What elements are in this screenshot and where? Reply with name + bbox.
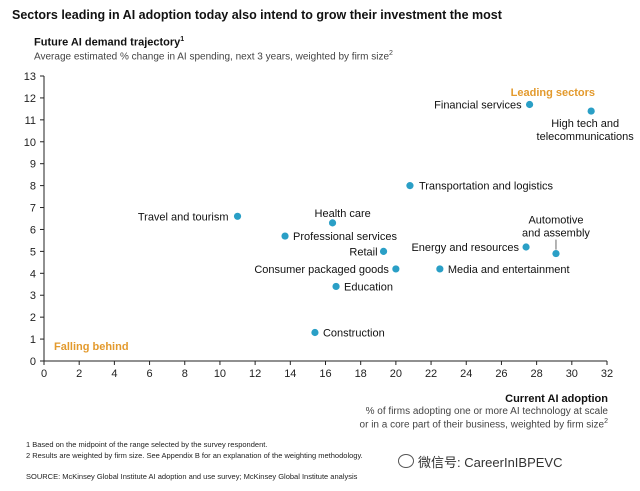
chart-title: Sectors leading in AI adoption today als… xyxy=(12,8,502,22)
x-axis-subtitle-line1: % of firms adopting one or more AI techn… xyxy=(365,406,608,417)
data-label: Transportation and logistics xyxy=(419,181,554,193)
y-tick-label: 1 xyxy=(30,334,36,346)
x-tick-label: 16 xyxy=(319,368,331,380)
data-label: telecommunications xyxy=(537,131,635,143)
watermark: 微信号: CareerInIBPEVC xyxy=(418,455,563,470)
y-tick-label: 13 xyxy=(24,71,36,83)
data-label: Travel and tourism xyxy=(138,211,229,223)
x-tick-label: 20 xyxy=(390,368,402,380)
data-label: Financial services xyxy=(434,100,522,112)
data-point xyxy=(392,265,400,273)
x-tick-label: 18 xyxy=(355,368,367,380)
data-point xyxy=(587,107,595,115)
data-label: Professional services xyxy=(293,231,397,243)
y-tick-label: 6 xyxy=(30,224,36,236)
y-tick-label: 0 xyxy=(30,356,36,368)
data-label: Health care xyxy=(315,208,371,220)
data-point xyxy=(522,243,530,251)
data-label: Automotive xyxy=(528,215,583,227)
footnote-2: 2 Results are weighted by firm size. See… xyxy=(26,451,363,460)
x-tick-label: 22 xyxy=(425,368,437,380)
y-tick-label: 2 xyxy=(30,312,36,324)
x-tick-label: 14 xyxy=(284,368,296,380)
leading-sectors-label: Leading sectors xyxy=(511,87,595,99)
x-tick-label: 28 xyxy=(531,368,543,380)
data-point xyxy=(311,328,319,337)
data-point xyxy=(281,232,289,240)
footnote-1: 1 Based on the midpoint of the range sel… xyxy=(26,440,268,449)
data-point xyxy=(525,100,534,109)
data-point xyxy=(379,247,388,255)
y-tick-label: 8 xyxy=(30,181,36,193)
x-tick-label: 4 xyxy=(111,368,117,380)
data-point xyxy=(328,219,337,227)
x-axis-title: Current AI adoption xyxy=(505,393,608,405)
y-tick-label: 4 xyxy=(30,268,36,280)
data-label: Retail xyxy=(349,246,377,258)
y-tick-label: 9 xyxy=(30,159,36,171)
data-point xyxy=(332,282,340,291)
x-tick-label: 10 xyxy=(214,368,226,380)
x-tick-label: 12 xyxy=(249,368,261,380)
data-label: Construction xyxy=(323,328,385,340)
data-label: Consumer packaged goods xyxy=(254,264,389,276)
y-axis-title: Future AI demand trajectory1 xyxy=(34,36,185,49)
y-axis-subtitle: Average estimated % change in AI spendin… xyxy=(34,50,393,63)
x-tick-label: 0 xyxy=(41,368,47,380)
y-tick-label: 12 xyxy=(24,93,36,105)
x-tick-label: 32 xyxy=(601,368,613,380)
data-label: Energy and resources xyxy=(411,242,519,254)
x-tick-label: 2 xyxy=(76,368,82,380)
data-label: Education xyxy=(344,281,393,293)
wechat-icon xyxy=(398,454,414,468)
y-tick-label: 3 xyxy=(30,290,36,302)
data-label: Media and entertainment xyxy=(448,264,570,276)
falling-behind-label: Falling behind xyxy=(54,341,129,353)
x-tick-label: 24 xyxy=(460,368,472,380)
y-tick-label: 5 xyxy=(30,246,36,258)
x-tick-label: 30 xyxy=(566,368,578,380)
data-point xyxy=(552,249,560,258)
y-tick-label: 10 xyxy=(24,137,36,149)
data-point xyxy=(436,265,444,273)
data-point xyxy=(233,212,242,220)
x-tick-label: 26 xyxy=(495,368,507,380)
y-tick-label: 11 xyxy=(25,115,36,127)
x-tick-label: 6 xyxy=(147,368,153,380)
data-label: and assembly xyxy=(522,228,590,240)
x-axis-subtitle-line2: or in a core part of their business, wei… xyxy=(359,418,608,431)
data-label: High tech and xyxy=(551,118,619,130)
x-tick-label: 8 xyxy=(182,368,188,380)
data-point xyxy=(406,182,414,190)
y-tick-label: 7 xyxy=(30,203,36,215)
source-note: SOURCE: McKinsey Global Institute AI ado… xyxy=(26,472,358,481)
